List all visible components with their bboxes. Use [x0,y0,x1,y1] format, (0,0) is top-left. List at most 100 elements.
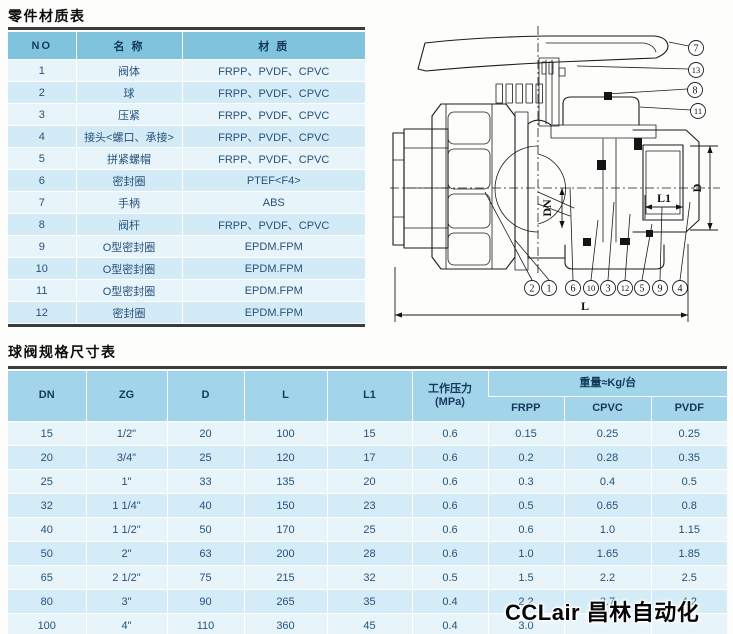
cell: FRPP、PVDF、CPVC [181,213,365,236]
column-header: FRPP [488,396,564,422]
cell: 0.4 [411,613,488,634]
cell: 1 1/2" [85,517,167,542]
cell: 23 [326,493,412,518]
table-row: 40 1 1/2" 50 170 25 0.6 0.6 1.0 1.15 [8,517,728,542]
callout-6: 6 [565,280,581,296]
cell: 200 [243,541,327,566]
cell: 2 [8,81,76,104]
cell: 63 [166,541,244,566]
column-header: ZG [85,371,167,422]
svg-text:6: 6 [571,284,576,295]
callout-11: 11 [690,103,706,119]
cell: 0.5 [650,469,728,494]
cell: 32 [8,493,86,518]
table-row: 7 手柄 ABS [8,191,365,214]
cell: 25 [8,469,86,494]
callouts-bottom: 2 1 6 10 3 12 5 9 4 [484,186,691,296]
cell: 25 [326,517,412,542]
cell: FRPP、PVDF、CPVC [181,125,365,148]
svg-text:10: 10 [587,283,596,293]
callout-1: 1 [541,280,557,296]
cell: 20 [166,421,244,446]
cell: 1.65 [563,541,651,566]
cell: 3/4" [85,445,167,470]
cell: 球 [75,81,182,104]
svg-text:5: 5 [640,284,645,295]
cell: 0.6 [411,493,488,518]
cell: 45 [326,613,412,634]
table-row: 9 O型密封圈 EPDM.FPM [8,235,365,258]
cell: O型密封圈 [75,235,182,258]
cell: 0.6 [411,469,488,494]
cell: 2 1/2" [85,565,167,590]
table-row: 1 阀体 FRPP、PVDF、CPVC [8,59,365,82]
dim-label-l: L [581,299,589,313]
cell: ABS [181,191,365,214]
cell: 0.25 [563,421,651,446]
cell: FRPP、PVDF、CPVC [181,81,365,104]
cell: 3 [8,103,76,126]
cell: 90 [166,589,244,614]
cell: 0.5 [487,493,564,518]
table-row: 100 4" 110 360 45 0.4 3.0 [8,613,728,634]
column-header: NO [8,32,76,60]
cell: 9 [8,235,76,258]
cell: 密封圈 [75,301,182,323]
cell: 1" [85,469,167,494]
callout-10: 10 [583,280,599,296]
cell: 0.2 [487,445,564,470]
cell: 1 1/4" [85,493,167,518]
column-header: L [243,371,327,422]
cell: EPDM.FPM [181,279,365,302]
valve-stem [538,57,566,127]
callout-7: 7 [688,40,704,56]
cell: 1.0 [487,541,564,566]
cell: 5 [8,147,76,170]
table-row: 3 压紧 FRPP、PVDF、CPVC [8,103,365,126]
table-row: 50 2" 63 200 28 0.6 1.0 1.65 1.85 [8,541,728,566]
callout-13: 13 [688,62,704,78]
cell: EPDM.FPM [181,235,365,258]
callout-8: 8 [687,82,703,98]
svg-text:3: 3 [606,284,611,295]
svg-text:8: 8 [693,86,698,97]
spec-size-table-wrap: DN ZG D L L1 工作压力 (MPa) 重量≈Kg/台 FRPP CPVC PVDF 15 1… [8,366,728,634]
column-header: PVDF [650,396,728,422]
cell: 170 [243,517,327,542]
table-row: 65 2 1/2" 75 215 32 0.5 1.5 2.2 2.5 [8,565,728,590]
column-header: L1 [326,371,412,422]
cell: 40 [8,517,86,542]
parts-material-table-wrap: NO 名 称材 质 1 阀体 FRPP、PVDF、CPVC 2 球 FRPP、PVDF、CP… [8,27,365,327]
cell: 28 [326,541,412,566]
cell: 0.28 [563,445,651,470]
cell: 3.7 [563,589,651,614]
cell [650,613,728,634]
svg-text:11: 11 [694,106,702,116]
cell: 120 [243,445,327,470]
cell: 4.2 [650,589,728,614]
right-socket-end [632,129,700,233]
cell: 0.4 [563,469,651,494]
cell: 100 [8,613,86,634]
cell: 11 [8,279,76,302]
cell: 0.6 [411,517,488,542]
cell: 150 [243,493,327,518]
table-row: 20 3/4" 25 120 17 0.6 0.2 0.28 0.35 [8,445,728,470]
table-row: 4 接头<螺口、承接> FRPP、PVDF、CPVC [8,125,365,148]
cell: 0.6 [487,517,564,542]
cell: 15 [326,421,412,446]
cell: 0.8 [650,493,728,518]
svg-text:4: 4 [678,284,683,295]
cell: 100 [243,421,327,446]
cell: 2" [85,541,167,566]
cell: 0.15 [487,421,564,446]
dimension-l1: L1 [644,191,684,219]
cell: 265 [243,589,327,614]
column-header: D [166,371,244,422]
cell: 4" [85,613,167,634]
header-row: NO 名 称材 质 [8,32,365,60]
parts-table-title: 零件材质表 [8,8,86,24]
callouts-right: 7 13 8 11 [576,40,706,119]
dimension-l: L [394,244,689,322]
table-row: 10 O型密封圈 EPDM.FPM [8,257,365,280]
